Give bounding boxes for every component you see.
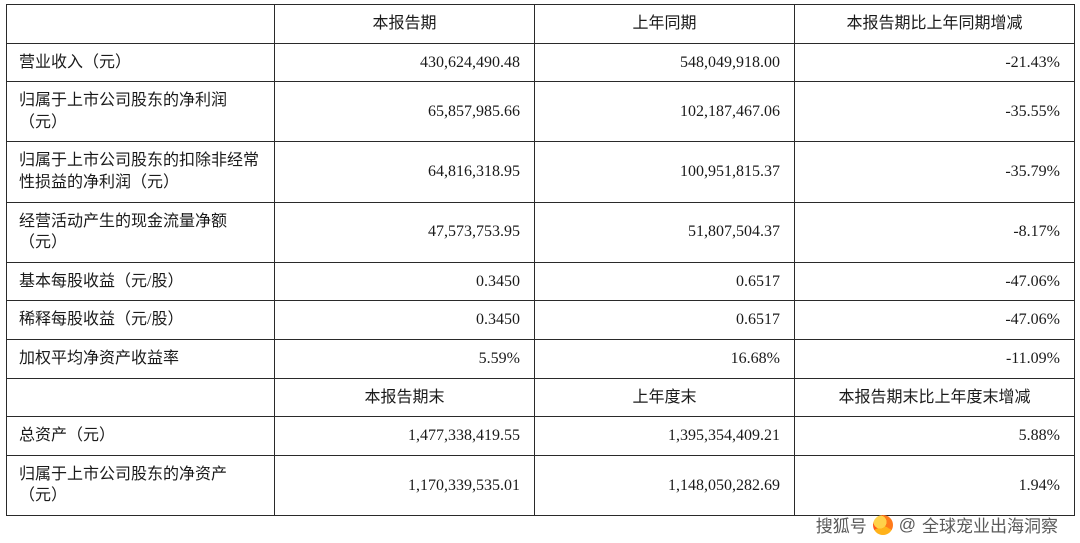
row-value-prior: 51,807,504.37 (535, 202, 795, 262)
row-label: 营业收入（元） (7, 43, 275, 82)
row-label: 归属于上市公司股东的扣除非经常性损益的净利润（元） (7, 142, 275, 202)
table-row: 归属于上市公司股东的扣除非经常性损益的净利润（元） 64,816,318.95 … (7, 142, 1075, 202)
row-value-current: 64,816,318.95 (275, 142, 535, 202)
row-label: 基本每股收益（元/股） (7, 262, 275, 301)
row-value-change: 1.94% (795, 455, 1075, 515)
row-label: 加权平均净资产收益率 (7, 339, 275, 378)
row-label: 归属于上市公司股东的净利润（元） (7, 82, 275, 142)
header-change: 本报告期比上年同期增减 (795, 5, 1075, 44)
row-value-current: 430,624,490.48 (275, 43, 535, 82)
table-row: 加权平均净资产收益率 5.59% 16.68% -11.09% (7, 339, 1075, 378)
table-row: 稀释每股收益（元/股） 0.3450 0.6517 -47.06% (7, 301, 1075, 340)
header-prior-year-end: 上年度末 (535, 378, 795, 417)
row-value-current: 0.3450 (275, 301, 535, 340)
table-row: 总资产（元） 1,477,338,419.55 1,395,354,409.21… (7, 417, 1075, 456)
watermark-at: @ (899, 515, 916, 535)
row-value-change: -8.17% (795, 202, 1075, 262)
header-period-end: 本报告期末 (275, 378, 535, 417)
row-value-change: 5.88% (795, 417, 1075, 456)
row-value-prior: 0.6517 (535, 301, 795, 340)
header-change-2: 本报告期末比上年度末增减 (795, 378, 1075, 417)
row-value-current: 0.3450 (275, 262, 535, 301)
table-row: 营业收入（元） 430,624,490.48 548,049,918.00 -2… (7, 43, 1075, 82)
header-blank (7, 5, 275, 44)
row-value-change: -35.55% (795, 82, 1075, 142)
row-value-prior: 102,187,467.06 (535, 82, 795, 142)
table-row: 经营活动产生的现金流量净额（元） 47,573,753.95 51,807,50… (7, 202, 1075, 262)
row-value-current: 1,477,338,419.55 (275, 417, 535, 456)
row-label: 稀释每股收益（元/股） (7, 301, 275, 340)
sohu-logo-icon (873, 515, 893, 535)
row-value-prior: 548,049,918.00 (535, 43, 795, 82)
header-row-1: 本报告期 上年同期 本报告期比上年同期增减 (7, 5, 1075, 44)
header-row-2: 本报告期末 上年度末 本报告期末比上年度末增减 (7, 378, 1075, 417)
row-value-change: -47.06% (795, 301, 1075, 340)
row-label: 经营活动产生的现金流量净额（元） (7, 202, 275, 262)
row-value-current: 65,857,985.66 (275, 82, 535, 142)
row-value-prior: 1,395,354,409.21 (535, 417, 795, 456)
row-value-current: 5.59% (275, 339, 535, 378)
row-value-prior: 16.68% (535, 339, 795, 378)
table-row: 归属于上市公司股东的净资产（元） 1,170,339,535.01 1,148,… (7, 455, 1075, 515)
row-value-prior: 0.6517 (535, 262, 795, 301)
row-value-prior: 100,951,815.37 (535, 142, 795, 202)
header-prior-period: 上年同期 (535, 5, 795, 44)
row-value-change: -21.43% (795, 43, 1075, 82)
financial-table: 本报告期 上年同期 本报告期比上年同期增减 营业收入（元） 430,624,49… (6, 4, 1075, 516)
header-blank-2 (7, 378, 275, 417)
table-row: 归属于上市公司股东的净利润（元） 65,857,985.66 102,187,4… (7, 82, 1075, 142)
row-value-prior: 1,148,050,282.69 (535, 455, 795, 515)
row-value-change: -11.09% (795, 339, 1075, 378)
row-label: 总资产（元） (7, 417, 275, 456)
row-value-change: -35.79% (795, 142, 1075, 202)
row-label: 归属于上市公司股东的净资产（元） (7, 455, 275, 515)
table-row: 基本每股收益（元/股） 0.3450 0.6517 -47.06% (7, 262, 1075, 301)
row-value-current: 47,573,753.95 (275, 202, 535, 262)
row-value-current: 1,170,339,535.01 (275, 455, 535, 515)
row-value-change: -47.06% (795, 262, 1075, 301)
header-current-period: 本报告期 (275, 5, 535, 44)
